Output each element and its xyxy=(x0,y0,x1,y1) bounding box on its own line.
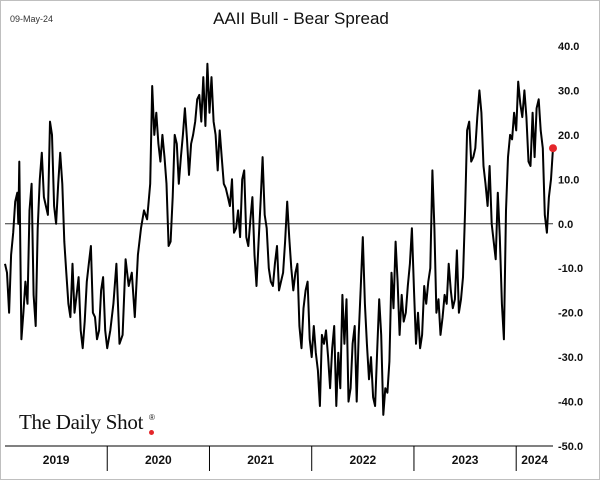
x-tick-label-year: 2023 xyxy=(452,453,479,467)
y-tick-label: -20.0 xyxy=(558,308,583,320)
x-tick-label-year: 2019 xyxy=(43,453,70,467)
y-tick-label: 40.0 xyxy=(558,41,579,53)
last-point-marker xyxy=(549,144,557,153)
registered-mark: ® xyxy=(149,413,155,422)
y-tick-label: -50.0 xyxy=(558,441,583,453)
y-tick-label: -40.0 xyxy=(558,397,583,409)
brand-dot-icon xyxy=(149,430,154,435)
x-tick-label-year: 2022 xyxy=(349,453,376,467)
y-axis: 40.0 30.0 20.0 10.0 0.0 -10.0 -20.0 -30.0 -40.0 -… xyxy=(558,41,583,453)
x-tick-label-year: 2024 xyxy=(521,453,548,467)
y-tick-label: 0.0 xyxy=(558,219,573,231)
date-label: 09-May-24 xyxy=(10,14,54,24)
x-tick-label-year: 2021 xyxy=(247,453,274,467)
y-tick-label: -10.0 xyxy=(558,263,583,275)
x-tick-label-year: 2020 xyxy=(145,453,172,467)
y-tick-label: 30.0 xyxy=(558,85,579,97)
x-axis: 2019 2020 2021 2022 2023 2024 xyxy=(5,445,553,471)
y-tick-label: -30.0 xyxy=(558,352,583,364)
chart-title: AAII Bull - Bear Spread xyxy=(213,9,389,28)
series-line-bull-bear-spread xyxy=(4,62,554,416)
y-tick-label: 10.0 xyxy=(558,174,579,186)
brand-logo-text: The Daily Shot xyxy=(19,410,144,434)
y-tick-label: 20.0 xyxy=(558,130,579,142)
